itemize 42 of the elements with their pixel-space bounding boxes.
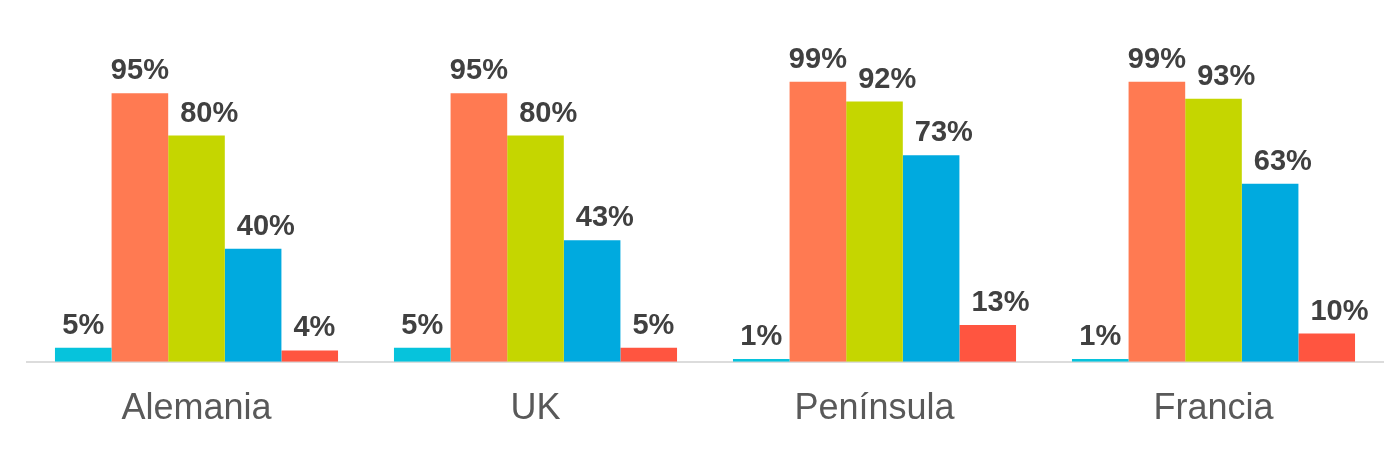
data-label: 1% bbox=[740, 318, 783, 351]
bar bbox=[846, 101, 903, 362]
bar bbox=[168, 135, 225, 362]
bar bbox=[1185, 98, 1242, 362]
bar bbox=[1298, 333, 1356, 362]
data-label: 5% bbox=[632, 307, 675, 340]
bar bbox=[959, 325, 1017, 362]
data-label: 10% bbox=[1310, 293, 1369, 326]
bar bbox=[224, 248, 282, 362]
bar bbox=[902, 155, 960, 362]
x-tick-label: Francia bbox=[1153, 386, 1275, 428]
data-label: 80% bbox=[519, 95, 578, 128]
bar bbox=[111, 93, 169, 362]
data-label: 99% bbox=[1127, 41, 1187, 74]
bar bbox=[281, 350, 339, 362]
bar bbox=[393, 347, 451, 362]
data-label: 63% bbox=[1253, 143, 1313, 176]
x-tick-label: UK bbox=[510, 386, 561, 428]
data-label: 43% bbox=[575, 200, 635, 233]
data-label: 95% bbox=[110, 53, 170, 86]
bar bbox=[450, 93, 508, 362]
x-tick-label: Península bbox=[794, 386, 956, 428]
data-label: 13% bbox=[971, 285, 1030, 318]
data-label: 99% bbox=[788, 41, 848, 74]
data-label: 40% bbox=[236, 208, 296, 241]
bar bbox=[620, 347, 678, 362]
data-label: 80% bbox=[180, 95, 239, 128]
bar bbox=[563, 240, 621, 362]
data-label: 5% bbox=[401, 307, 444, 340]
data-label: 95% bbox=[449, 53, 509, 86]
data-label: 1% bbox=[1079, 318, 1122, 351]
bar bbox=[54, 347, 112, 362]
bar bbox=[507, 135, 564, 362]
data-label: 4% bbox=[293, 310, 336, 343]
data-label: 73% bbox=[914, 115, 974, 148]
bar bbox=[1128, 81, 1186, 362]
bar bbox=[1241, 183, 1299, 362]
data-label: 5% bbox=[62, 307, 105, 340]
x-tick-label: Alemania bbox=[121, 386, 273, 428]
data-label: 93% bbox=[1197, 58, 1256, 91]
bar bbox=[789, 81, 847, 362]
data-label: 92% bbox=[858, 61, 917, 94]
